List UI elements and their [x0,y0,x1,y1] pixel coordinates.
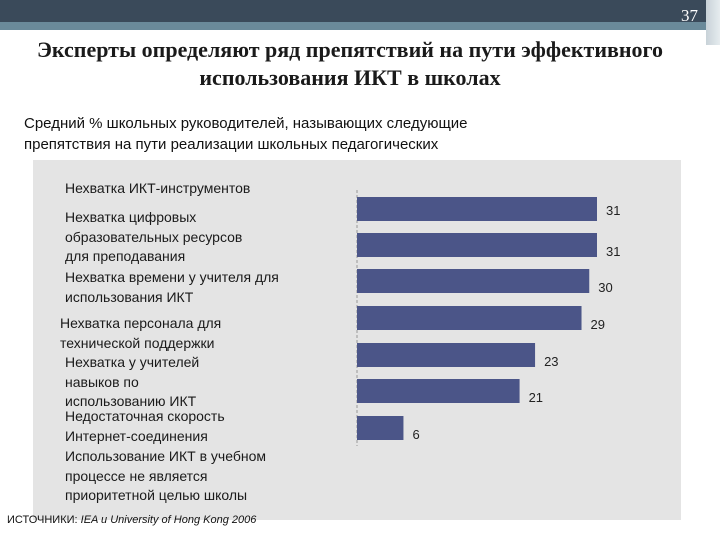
category-label-5-line-3: использованию ИКТ [65,393,197,409]
bar-value-label-3: 30 [598,280,612,295]
slide-title-line-1: Эксперты определяют ряд препятствий на п… [36,37,663,62]
category-label-5-line-1: Нехватка у учителей [65,354,200,370]
bar-value-label-2: 31 [606,244,620,259]
bar-5 [357,343,536,367]
slide-edge-decoration [706,0,720,45]
slide-number: 37 [681,6,698,25]
bar-value-label-5: 23 [544,354,558,369]
bar-value-label-7: 6 [412,427,419,442]
category-label-6-line-1: Недостаточная скорость [65,408,225,424]
category-label-2-line-1: Нехватка цифровых [65,209,197,225]
bar-2 [357,233,597,257]
slide-header-bar [0,0,706,22]
bar-value-label-4: 29 [591,317,605,332]
source-prefix: ИСТОЧНИКИ: [7,514,81,526]
category-label-7-line-1: Использование ИКТ в учебном [65,448,266,464]
bar-6 [357,379,520,403]
chart-subtitle: Средний % школьных руководителей, называ… [24,113,644,155]
bar-3 [357,269,590,293]
category-label-3-line-2: использования ИКТ [65,288,194,305]
bar-value-label-1: 31 [606,203,620,218]
category-label-4-line-2: технической поддержки [60,334,215,351]
slide-header-accent [0,22,706,30]
category-label-1-line-1: Нехватка ИКТ-инструментов [65,180,251,196]
category-label-6-line-2: Интернет-соединения [65,427,208,444]
slide-title-line-2: использования ИКТ в школах [199,65,501,90]
chart-subtitle-line-2: препятствия на пути реализации школьных … [24,136,439,153]
category-label-4-line-1: Нехватка персонала для [60,315,222,331]
category-label-7-line-3: приоритетной целью школы [65,487,248,503]
category-label-5-line-2: навыков по [65,373,139,390]
category-label-2-line-3: для преподавания [65,248,186,264]
slide-title: Эксперты определяют ряд препятствий на п… [0,36,700,92]
chart-subtitle-line-1: Средний % школьных руководителей, называ… [24,115,468,132]
source-note: ИСТОЧНИКИ: IEA u University of Hong Kong… [7,514,256,526]
category-label-2-line-2: образовательных ресурсов [65,228,243,245]
bar-4 [357,306,582,330]
category-label-3-line-1: Нехватка времени у учителя для [65,269,279,285]
bar-1 [357,197,597,221]
source-name: IEA u University of Hong Kong 2006 [80,514,257,526]
bar-7 [357,416,404,440]
bar-value-label-6: 21 [529,390,543,405]
category-label-7-line-2: процессе не является [65,467,208,484]
